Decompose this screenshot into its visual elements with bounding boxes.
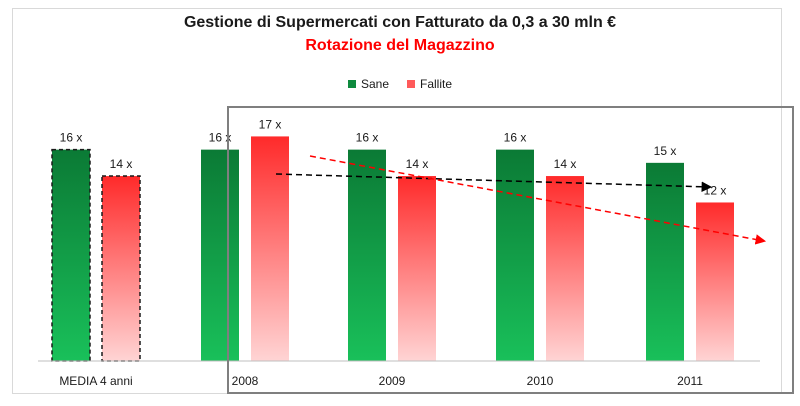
bar-sane-4	[646, 162, 684, 361]
x-tick-label-0: MEDIA 4 anni	[59, 374, 132, 388]
bar-sane-0	[51, 148, 91, 362]
bar-fallite-2	[398, 176, 436, 361]
chart-legend: Sane Fallite	[0, 77, 800, 91]
legend-swatch-fallite	[407, 80, 415, 88]
data-label-fallite-2: 14 x	[406, 157, 429, 171]
bar-fallite-3	[546, 176, 584, 361]
x-tick-label-1: 2008	[232, 374, 259, 388]
chart-subtitle: Rotazione del Magazzino	[305, 37, 495, 54]
data-label-fallite-3: 14 x	[554, 157, 577, 171]
data-label-sane-0: 16 x	[60, 131, 83, 145]
data-label-sane-2: 16 x	[356, 131, 379, 145]
legend-label-fallite: Fallite	[420, 77, 453, 91]
legend-label-sane: Sane	[360, 77, 389, 91]
bar-fallite-4	[696, 202, 734, 361]
trend-arrow-sane	[275, 173, 713, 192]
data-label-sane-4: 15 x	[654, 144, 677, 158]
x-tick-label-4: 2011	[677, 374, 703, 388]
chart-title: Gestione di Supermercati con Fatturato d…	[183, 14, 617, 31]
legend-swatch-sane	[347, 80, 356, 88]
x-tick-label-3: 2010	[527, 374, 554, 388]
data-label-sane-3: 16 x	[504, 131, 527, 145]
bar-sane-1	[201, 149, 239, 361]
data-label-sane-1: 16 x	[209, 131, 232, 145]
data-label-fallite-1: 17 x	[259, 117, 282, 131]
bar-fallite-1	[251, 136, 289, 361]
bar-fallite-0	[101, 175, 141, 362]
data-label-fallite-0: 14 x	[110, 157, 133, 171]
trend-arrow-fallite	[309, 155, 767, 245]
bar-sane-3	[496, 149, 534, 361]
x-tick-label-2: 2009	[379, 374, 406, 388]
data-label-fallite-4: 12 x	[704, 183, 727, 197]
legend-item-fallite: Fallite	[407, 77, 452, 91]
legend-item-sane: Sane	[347, 77, 389, 91]
bar-sane-2	[348, 149, 386, 361]
